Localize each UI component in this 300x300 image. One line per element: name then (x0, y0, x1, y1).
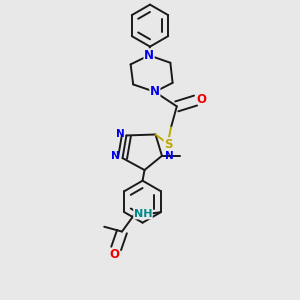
Text: H: H (134, 209, 142, 219)
Text: S: S (164, 138, 173, 151)
Text: N: N (142, 209, 151, 219)
Text: O: O (196, 93, 206, 106)
Text: N: N (165, 151, 174, 161)
Text: N: N (150, 85, 160, 98)
Text: N: N (111, 152, 120, 161)
Text: N: N (116, 129, 125, 139)
Text: O: O (110, 248, 120, 261)
Text: NH: NH (134, 209, 152, 219)
Text: N: N (144, 49, 154, 62)
